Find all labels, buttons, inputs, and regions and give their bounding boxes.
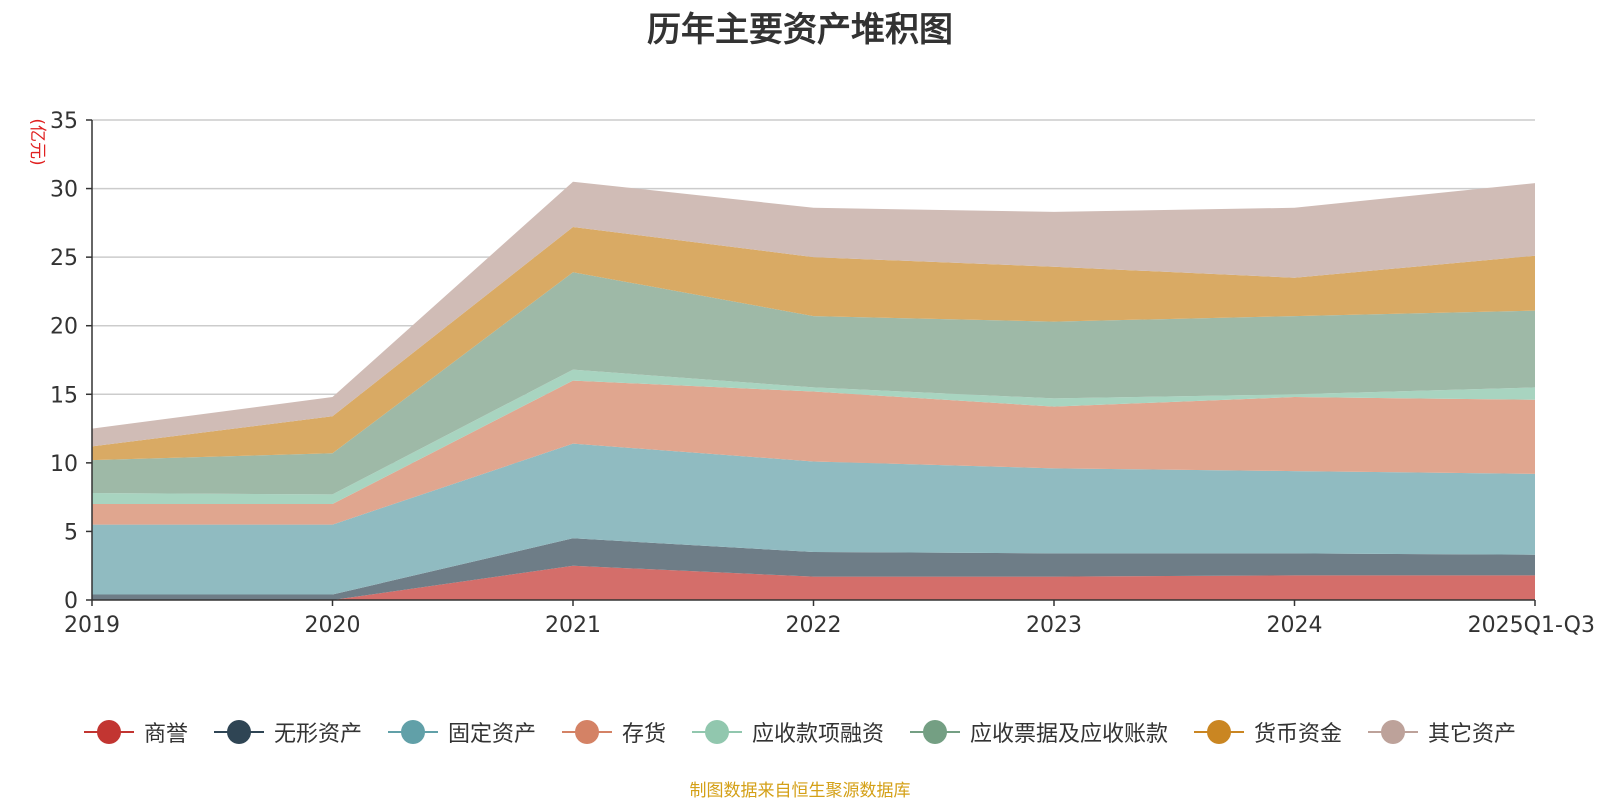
y-tick-label: 10 [50,452,78,477]
y-tick-label: 0 [64,589,78,614]
data-source-note: 制图数据来自恒生聚源数据库 [689,781,911,801]
chart-title: 历年主要资产堆积图 [647,10,953,50]
y-tick-label: 20 [50,315,78,340]
x-tick-label: 2022 [786,613,842,638]
y-axis-unit-label: (亿元) [27,118,47,165]
legend-swatch-icon [387,719,438,745]
legend: 商誉 无形资产 固定资产 存货 应收款项融资 应收票据及应收账款 货币资金 其它资产 [0,716,1600,748]
legend-item-3[interactable]: 存货 [561,716,666,748]
legend-label: 商誉 [143,722,188,747]
legend-item-7[interactable]: 其它资产 [1368,716,1516,748]
legend-item-5[interactable]: 应收票据及应收账款 [910,716,1168,748]
legend-item-1[interactable]: 无形资产 [213,716,362,748]
legend-swatch-icon [561,719,612,745]
legend-swatch-icon [1194,719,1245,745]
x-tick-label: 2021 [545,613,601,638]
legend-item-2[interactable]: 固定资产 [387,716,536,748]
y-tick-label: 35 [50,109,78,134]
legend-label: 应收款项融资 [752,722,885,747]
area-series-3[interactable] [92,380,1535,525]
x-tick-label: 2020 [305,613,361,638]
x-tick-label: 2019 [64,613,120,638]
legend-swatch-icon [213,719,264,745]
y-tick-label: 15 [50,383,78,408]
axes: 0 5 10 15 20 25 30 35 2019 2020 2021 2022 2023 2024 20… [50,109,1595,638]
area-series-1[interactable] [92,538,1535,600]
area-series-6[interactable] [92,226,1535,461]
legend-label: 固定资产 [447,722,536,747]
legend-label: 应收票据及应收账款 [970,722,1169,747]
legend-swatch-icon [1368,719,1419,745]
area-series-5[interactable] [92,272,1535,495]
area-series-7[interactable] [92,181,1535,447]
y-tick-label: 30 [50,178,78,203]
area-series-2[interactable] [92,443,1535,595]
legend-label: 无形资产 [273,722,362,747]
y-tick-label: 25 [50,246,78,271]
legend-label: 货币资金 [1254,722,1343,747]
legend-label: 其它资产 [1428,722,1517,747]
legend-label: 存货 [621,722,666,747]
x-tick-label: 2023 [1026,613,1082,638]
x-tick-label: 2024 [1267,613,1323,638]
legend-swatch-icon [692,719,742,745]
legend-item-0[interactable]: 商誉 [83,716,188,748]
legend-item-4[interactable]: 应收款项融资 [692,716,884,748]
legend-item-6[interactable]: 货币资金 [1194,716,1342,748]
x-tick-label: 2025Q1-Q3 [1468,613,1595,638]
legend-swatch-icon [910,719,961,745]
y-tick-label: 5 [64,520,78,545]
area-series-0[interactable] [92,565,1535,600]
area-series-layer [92,181,1535,600]
legend-swatch-icon [83,719,134,745]
